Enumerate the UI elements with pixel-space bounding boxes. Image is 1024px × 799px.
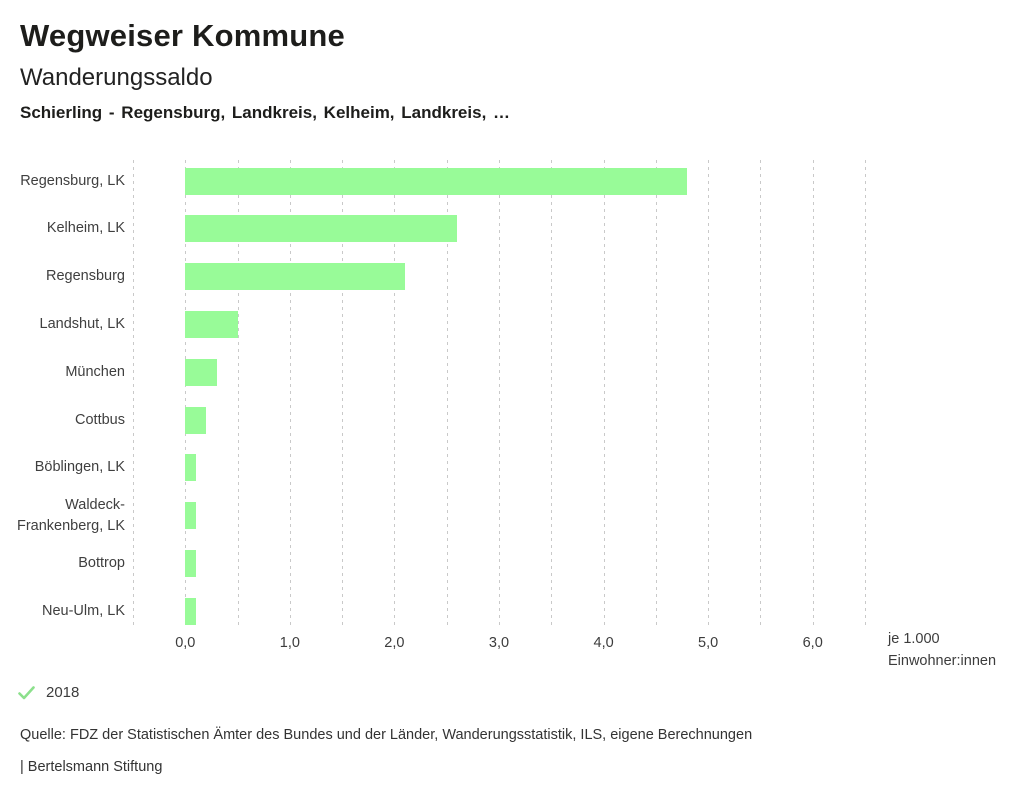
bar-münchen[interactable] xyxy=(185,358,217,386)
x-tick-label: 1,0 xyxy=(279,635,300,651)
gridline xyxy=(185,160,187,625)
bar-kelheim-lk[interactable] xyxy=(185,215,458,243)
gridline xyxy=(865,160,866,625)
x-tick-label: 3,0 xyxy=(488,635,510,651)
y-axis-label: Kelheim, LK xyxy=(46,220,125,237)
x-axis-unit-label: je 1.000 Einwohner:innen xyxy=(888,629,996,672)
x-tick-label: 2,0 xyxy=(384,635,405,651)
gridline xyxy=(760,160,762,625)
bar-regensburg[interactable] xyxy=(185,263,405,291)
app-title: Wegweiser Kommune xyxy=(20,18,345,53)
bar-landshut-lk[interactable] xyxy=(185,310,238,338)
gridline xyxy=(812,160,814,625)
bar-chart-plot-area xyxy=(133,160,866,625)
bar-cottbus[interactable] xyxy=(185,406,207,434)
y-axis-label: Landshut, LK xyxy=(39,315,125,332)
x-tick-label: 6,0 xyxy=(802,635,823,651)
x-axis-unit-line2: Einwohner:innen xyxy=(888,652,997,669)
x-axis-unit-line1: je 1.000 xyxy=(888,631,940,647)
x-tick-label: 5,0 xyxy=(698,635,719,651)
gridline xyxy=(603,160,605,625)
y-axis-label: Böblingen, LK xyxy=(34,459,125,476)
source-note: Quelle: FDZ der Statistischen Ämter des … xyxy=(20,727,753,743)
bar-regensburg-lk[interactable] xyxy=(185,167,688,195)
y-axis-label: Regensburg xyxy=(46,268,125,285)
gridline xyxy=(342,160,344,625)
y-axis-label: Neu-Ulm, LK xyxy=(42,602,125,619)
indicator-title: Wanderungssaldo xyxy=(20,64,213,91)
bar-böblingen-lk[interactable] xyxy=(185,454,196,482)
gridline xyxy=(446,160,448,625)
bar-bottrop[interactable] xyxy=(185,549,196,577)
gridline xyxy=(237,160,239,625)
gridline xyxy=(499,160,500,625)
branding-note: | Bertelsmann Stiftung xyxy=(20,759,163,775)
comparison-subtitle: Schierling - Regensburg, Landkreis, Kelh… xyxy=(20,103,511,122)
x-tick-label: 0,0 xyxy=(175,635,196,651)
gridline xyxy=(394,160,396,625)
bar-waldeck-frankenberg-lk[interactable] xyxy=(185,502,196,530)
y-axis-label: München xyxy=(65,363,125,380)
legend-item-2018[interactable]: 2018 xyxy=(18,684,79,701)
gridline xyxy=(655,160,657,625)
checkmark-icon xyxy=(18,685,35,699)
x-tick-label: 4,0 xyxy=(593,635,614,651)
gridline xyxy=(551,160,553,625)
gridline xyxy=(133,160,134,625)
y-axis-label: Regensburg, LK xyxy=(20,172,125,189)
bar-neu-ulm-lk[interactable] xyxy=(185,597,196,625)
y-axis-label: Waldeck-Frankenberg, LK xyxy=(16,496,125,534)
gridline xyxy=(708,160,710,625)
y-axis-label: Bottrop xyxy=(78,554,125,571)
gridline xyxy=(289,160,291,625)
y-axis-label: Cottbus xyxy=(75,411,125,428)
legend-year-label: 2018 xyxy=(46,684,80,701)
